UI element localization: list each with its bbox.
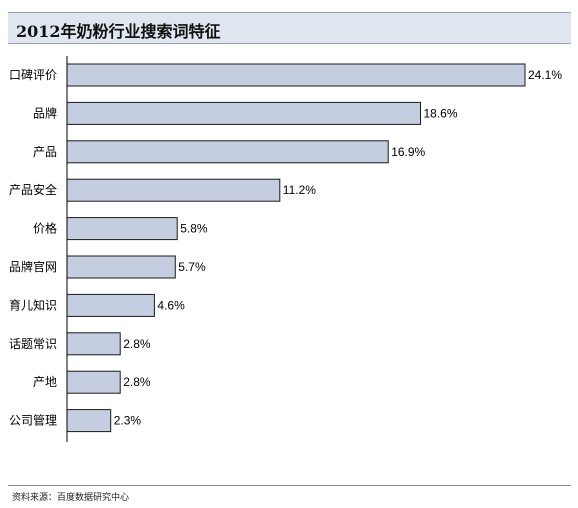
category-label: 话题常识 — [9, 337, 57, 351]
bar-4 — [66, 178, 281, 202]
category-label: 公司管理 — [9, 413, 57, 428]
value-label: 2.8% — [123, 337, 151, 351]
value-label: 2.8% — [123, 375, 151, 389]
category-label: 产地 — [33, 375, 57, 389]
category-label: 育儿知识 — [9, 297, 57, 312]
category-label: 品牌官网 — [9, 259, 57, 274]
bar-9 — [66, 370, 121, 394]
value-label: 18.6% — [424, 106, 458, 120]
title-bar: 2012年奶粉行业搜索词特征 — [8, 12, 571, 44]
source-note: 资料来源：百度数据研究中心 — [12, 493, 130, 503]
category-label: 产品安全 — [9, 182, 57, 197]
value-label: 2.3% — [114, 414, 142, 428]
value-label: 5.7% — [178, 260, 206, 274]
bar-5 — [66, 217, 178, 241]
category-label: 口碑评价 — [9, 67, 57, 82]
value-label: 5.8% — [180, 222, 208, 236]
bar-2 — [66, 101, 421, 125]
bar-1 — [66, 63, 526, 87]
value-label: 11.2% — [283, 183, 316, 197]
value-label: 16.9% — [391, 145, 425, 159]
category-label: 价格 — [33, 221, 57, 236]
footer-divider — [8, 485, 571, 486]
bar-7 — [66, 293, 155, 317]
bar-6 — [66, 255, 176, 279]
category-label: 产品 — [33, 145, 57, 159]
bar-chart: 口碑评价 24.1% 品牌 18.6% 产品 16.9% 产品安全 11.2% 价格 5.8% 品牌… — [9, 56, 562, 442]
chart-title: 2012年奶粉行业搜索词特征 — [16, 22, 221, 41]
bar-10 — [66, 409, 112, 433]
bar-8 — [66, 332, 121, 356]
value-label: 4.6% — [157, 298, 185, 312]
value-label: 24.1% — [528, 68, 562, 82]
category-label: 品牌 — [33, 106, 57, 120]
bar-3 — [66, 140, 389, 164]
